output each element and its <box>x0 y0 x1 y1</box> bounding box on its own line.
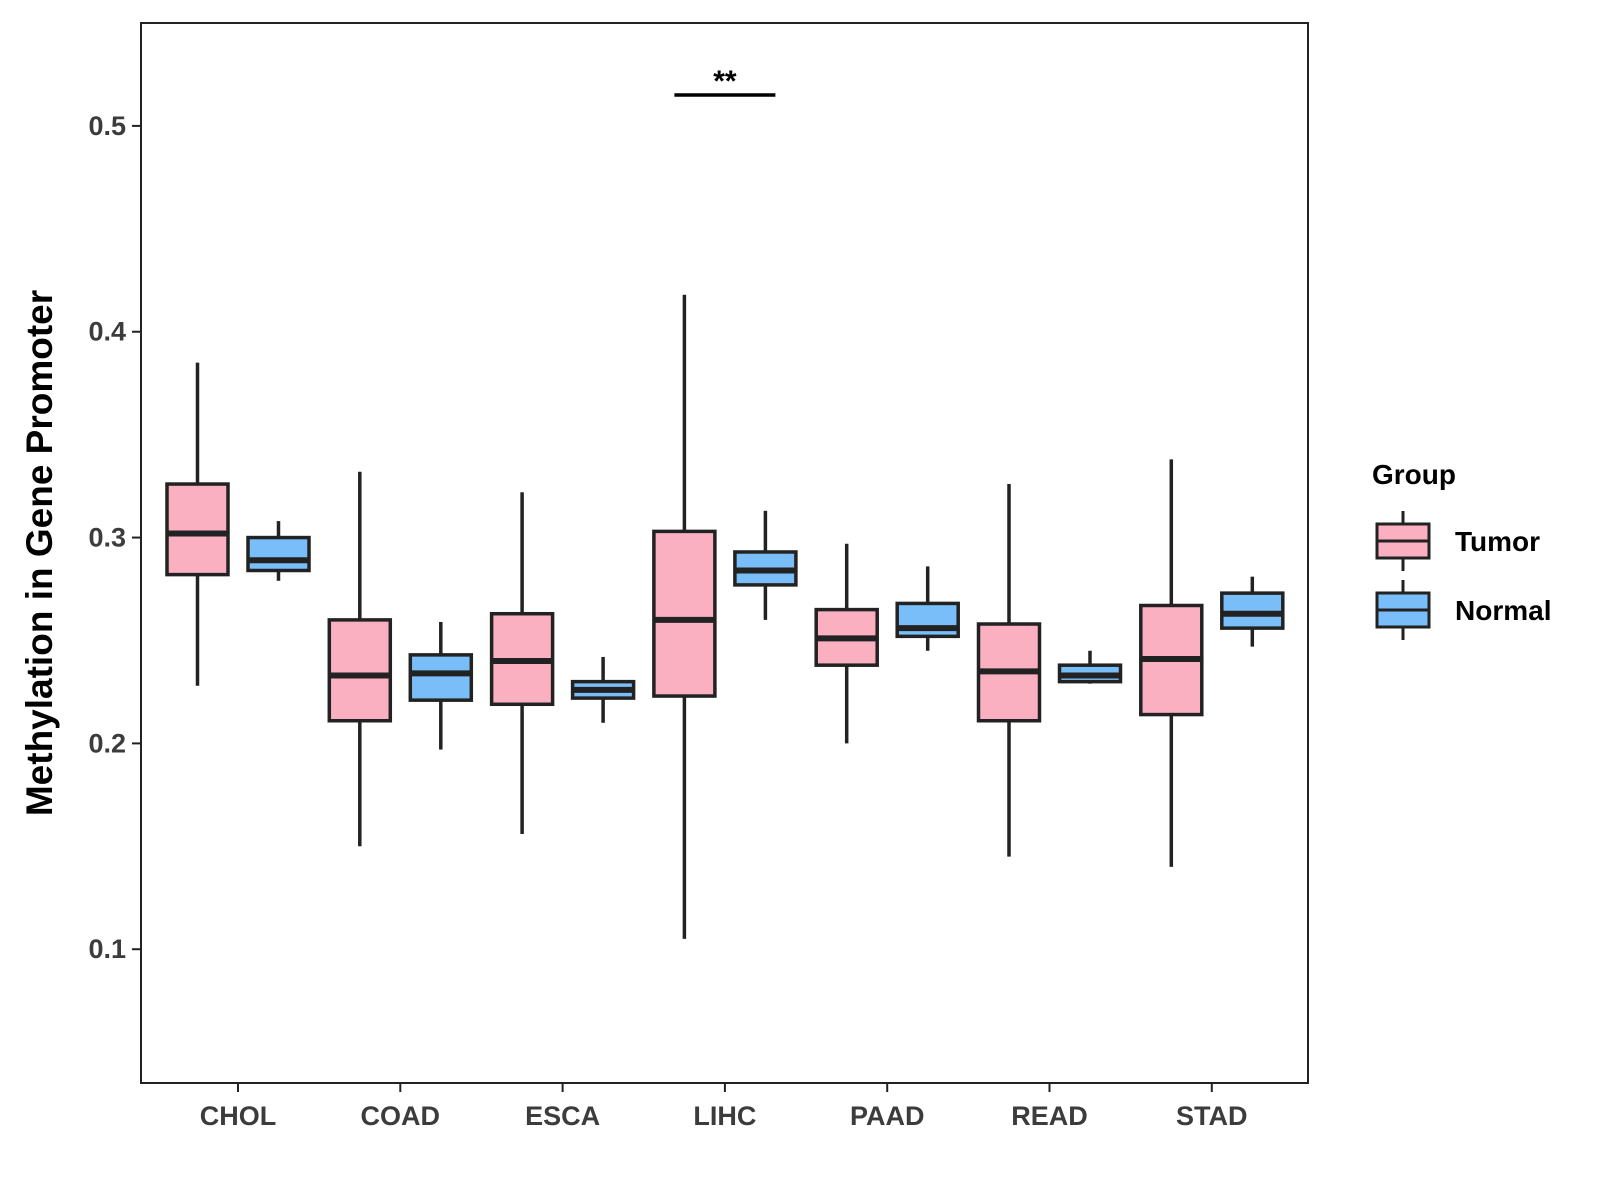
box-iqr <box>1220 591 1285 630</box>
box-normal-read <box>1057 650 1123 684</box>
y-tick-label: 0.5 <box>88 111 126 141</box>
box-series <box>165 294 1285 939</box>
legend-label: Normal <box>1455 595 1551 626</box>
box-tumor-stad <box>1139 459 1204 867</box>
box-normal-lihc <box>733 510 798 620</box>
box-tumor-esca <box>489 492 555 834</box>
box-normal-chol <box>246 521 311 581</box>
box-iqr <box>895 601 960 639</box>
box-iqr <box>652 529 717 698</box>
legend-item-normal: Normal <box>1375 580 1551 640</box>
box-tumor-read <box>976 484 1042 857</box>
x-tick-label: READ <box>1011 1101 1088 1131</box>
y-tick-label: 0.2 <box>88 728 126 758</box>
legend-item-tumor: Tumor <box>1375 511 1540 571</box>
legend: Group Tumor Normal <box>1372 459 1551 640</box>
x-tick-label: LIHC <box>693 1101 756 1131</box>
box-tumor-lihc <box>652 294 717 939</box>
x-tick-label: PAAD <box>850 1101 925 1131</box>
box-iqr <box>327 618 393 723</box>
x-axis: CHOL COAD ESCA LIHC PAAD READ STAD <box>200 1083 1248 1131</box>
box-tumor-chol <box>165 362 230 686</box>
box-iqr <box>246 535 311 573</box>
legend-title: Group <box>1372 459 1456 490</box>
y-axis-title: Methylation in Gene Promoter <box>19 290 60 816</box>
y-tick-label: 0.3 <box>88 523 126 553</box>
box-normal-paad <box>895 566 960 651</box>
box-iqr <box>165 482 230 577</box>
box-tumor-paad <box>814 543 879 744</box>
box-tumor-coad <box>327 471 393 847</box>
x-tick-label: COAD <box>361 1101 441 1131</box>
significance-annotations: ** <box>674 65 776 98</box>
legend-label: Tumor <box>1455 526 1540 557</box>
x-tick-label: STAD <box>1176 1101 1248 1131</box>
y-tick-label: 0.4 <box>88 317 126 347</box>
box-normal-stad <box>1220 576 1285 647</box>
significance-label: ** <box>713 65 737 98</box>
y-tick-label: 0.1 <box>88 934 126 964</box>
x-tick-label: CHOL <box>200 1101 277 1131</box>
box-iqr <box>408 653 474 702</box>
y-axis: 0.1 0.2 0.3 0.4 0.5 <box>88 111 141 964</box>
box-normal-esca <box>570 656 636 723</box>
plot-panel-border <box>140 22 1309 1084</box>
x-tick-label: ESCA <box>525 1101 600 1131</box>
box-normal-coad <box>408 621 474 750</box>
